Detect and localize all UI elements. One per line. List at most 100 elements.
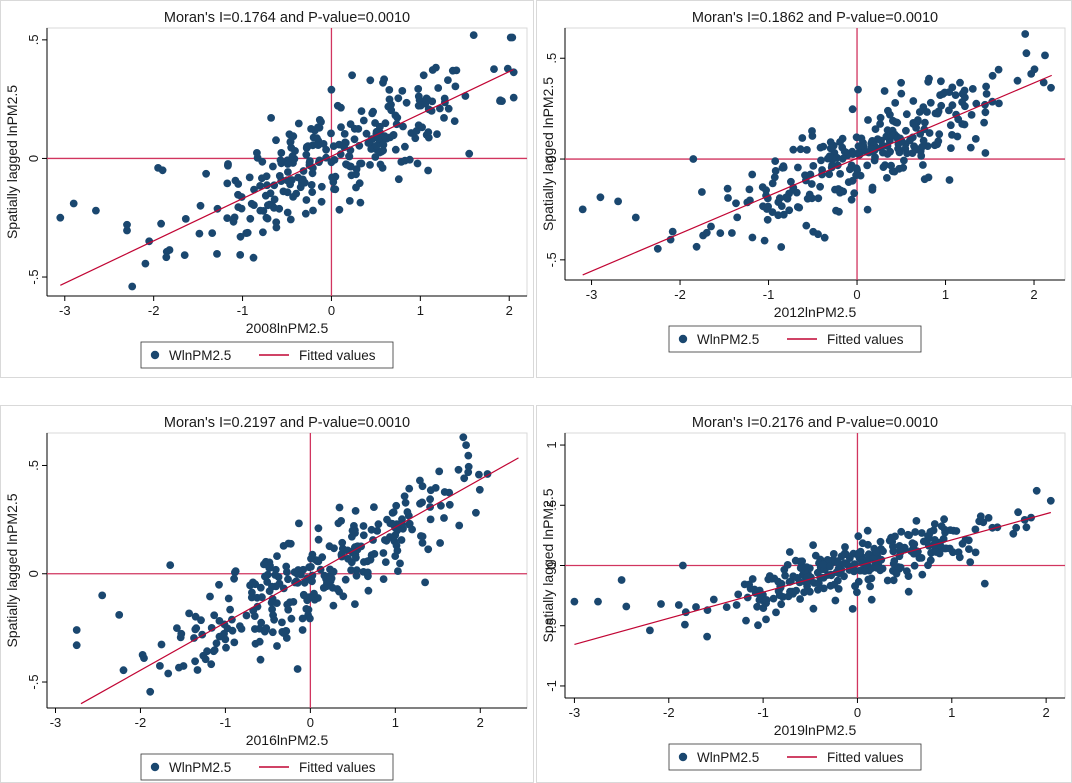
data-point xyxy=(890,167,899,176)
data-point xyxy=(775,194,784,203)
data-point xyxy=(876,113,885,122)
data-point xyxy=(909,120,918,128)
data-point xyxy=(728,229,736,237)
data-point xyxy=(903,149,911,158)
data-point xyxy=(328,583,337,592)
chart-svg: Moran's I=0.1862 and P-value=0.0010 -3 -2 -… xyxy=(536,0,1072,378)
data-point xyxy=(1032,486,1041,495)
data-point xyxy=(814,585,822,594)
data-point xyxy=(373,527,382,535)
data-point xyxy=(733,213,742,222)
data-point xyxy=(897,78,905,87)
data-point xyxy=(255,637,264,646)
data-point xyxy=(911,528,920,536)
data-point xyxy=(271,571,280,579)
data-point xyxy=(434,84,443,92)
x-tick-label: 0 xyxy=(854,705,861,720)
data-point xyxy=(195,229,204,238)
data-point xyxy=(981,108,990,117)
data-point xyxy=(980,118,988,127)
data-point xyxy=(879,148,887,157)
data-point xyxy=(926,98,935,107)
data-point xyxy=(784,592,793,601)
data-point xyxy=(774,587,783,596)
data-point xyxy=(448,66,457,75)
data-point xyxy=(702,228,711,237)
data-point xyxy=(825,152,834,161)
data-point xyxy=(213,204,222,213)
data-point xyxy=(863,526,872,535)
data-point xyxy=(734,590,743,599)
data-point xyxy=(496,96,505,105)
data-point xyxy=(269,611,277,620)
data-point xyxy=(283,160,292,168)
data-point xyxy=(141,259,150,268)
x-tick-label: -3 xyxy=(569,705,581,720)
data-point xyxy=(819,560,828,569)
data-point xyxy=(298,614,307,623)
data-point xyxy=(234,190,242,199)
data-point xyxy=(413,159,422,168)
data-point xyxy=(450,117,459,125)
data-point xyxy=(816,143,825,152)
data-point xyxy=(965,545,973,553)
data-point xyxy=(402,98,411,107)
data-point xyxy=(840,559,849,567)
data-point xyxy=(836,138,844,146)
chart-svg: Moran's I=0.1764 and P-value=0.0010 -3 -2 -… xyxy=(0,0,534,378)
data-point xyxy=(902,110,911,119)
data-point xyxy=(399,122,407,131)
data-point xyxy=(867,595,876,604)
data-point xyxy=(444,104,453,113)
data-point xyxy=(210,611,219,620)
data-point xyxy=(339,592,348,601)
data-point xyxy=(753,602,761,611)
data-point xyxy=(971,525,980,534)
data-point xyxy=(295,519,303,528)
data-point xyxy=(1009,529,1018,538)
data-point xyxy=(371,153,380,161)
data-point xyxy=(251,625,259,633)
data-point xyxy=(277,149,286,157)
data-point xyxy=(995,99,1003,108)
data-point xyxy=(303,143,311,151)
scatter-panel-2012: Moran's I=0.1862 and P-value=0.0010 -3 -2 -… xyxy=(536,0,1072,378)
data-point xyxy=(803,146,811,154)
data-point xyxy=(802,221,811,230)
data-point xyxy=(272,218,281,227)
data-point xyxy=(692,242,701,251)
data-point xyxy=(424,166,432,175)
data-point xyxy=(679,561,687,570)
data-point xyxy=(980,579,989,588)
data-point xyxy=(248,588,256,597)
data-point xyxy=(578,205,587,214)
data-point xyxy=(464,462,473,471)
data-point xyxy=(846,165,854,174)
data-point xyxy=(394,175,403,184)
x-axis-label: 2016lnPM2.5 xyxy=(246,732,329,748)
data-point xyxy=(256,182,264,190)
data-point xyxy=(418,123,426,132)
data-point xyxy=(72,641,81,650)
data-point xyxy=(313,134,321,143)
data-point xyxy=(400,492,409,501)
data-point xyxy=(230,638,239,647)
data-point xyxy=(1014,508,1022,517)
data-point xyxy=(209,647,218,656)
legend-label-fit: Fitted values xyxy=(299,760,376,775)
data-point xyxy=(966,143,975,152)
data-point xyxy=(723,184,732,193)
data-point xyxy=(301,209,310,218)
legend-label-points: WlnPM2.5 xyxy=(169,760,231,775)
data-point xyxy=(381,558,390,566)
data-point xyxy=(866,582,874,591)
data-point xyxy=(276,156,285,165)
data-point xyxy=(417,532,425,540)
data-point xyxy=(826,562,834,571)
data-point xyxy=(979,518,988,527)
chart-svg: Moran's I=0.2176 and P-value=0.0010 -3 -2 -… xyxy=(536,405,1072,783)
fitted-line xyxy=(80,457,519,705)
y-tick-label: 1 xyxy=(544,441,559,448)
data-point xyxy=(509,93,518,102)
data-point xyxy=(394,567,402,575)
